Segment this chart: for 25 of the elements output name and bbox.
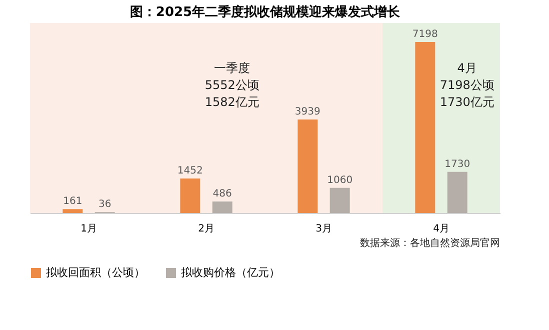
legend-label: 拟收购价格（亿元） [181,266,280,279]
bar [330,188,350,213]
data-label: 36 [98,199,112,210]
legend-label: 拟收回面积（公顷） [46,266,145,279]
bar [212,201,232,213]
bar [298,119,318,213]
data-label: 1060 [327,174,353,186]
data-label: 3939 [294,106,320,118]
x-tick-label: 2月 [198,224,214,234]
data-label: 7198 [412,29,438,40]
bar [62,209,83,213]
data-label: 486 [212,188,232,200]
x-tick-label: 3月 [316,224,332,234]
bar [447,172,468,213]
data-label: 1452 [177,166,203,177]
data-label: 161 [63,196,82,208]
source-note: 数据来源：各地自然资源局官网 [360,237,500,249]
band-label: 4月 7198公顷 1730亿元 [440,61,494,109]
data-label: 1730 [444,158,470,170]
bar [180,178,200,213]
bar [415,42,436,213]
x-tick-label: 1月 [80,224,97,234]
band-label: 一季度 5552公顷 1582亿元 [204,61,260,109]
x-tick-label: 4月 [433,224,450,234]
chart-title: 图：2025年二季度拟收储规模迎来爆发式增长 [130,4,402,20]
